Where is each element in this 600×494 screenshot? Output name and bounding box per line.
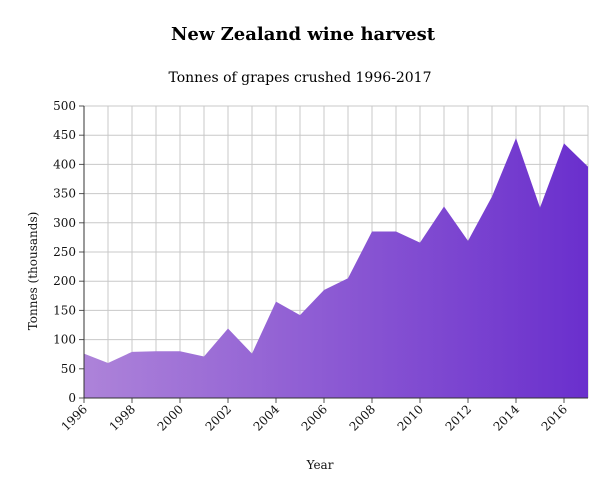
data-point — [370, 230, 374, 234]
x-tick-label: 2006 — [299, 402, 330, 433]
data-point — [418, 241, 422, 245]
data-point — [346, 276, 350, 280]
data-point — [250, 352, 254, 356]
area-series — [84, 138, 588, 398]
data-point — [178, 349, 182, 353]
x-tick-label: 2004 — [251, 402, 283, 434]
x-tick-label: 2012 — [443, 402, 474, 433]
y-axis-label: Tonnes (thousands) — [26, 212, 40, 331]
x-tick-label: 1998 — [107, 402, 138, 433]
chart-subtitle: Tonnes of grapes crushed 1996-2017 — [168, 70, 431, 86]
data-point — [202, 355, 206, 359]
x-tick-label: 2008 — [347, 402, 378, 433]
data-point — [394, 230, 398, 234]
data-point — [466, 239, 470, 243]
data-point — [538, 206, 542, 210]
y-tick-label: 300 — [53, 216, 76, 230]
x-tick-label: 2000 — [155, 402, 186, 433]
data-point — [106, 361, 110, 365]
y-tick-label: 200 — [53, 274, 76, 288]
data-point — [274, 300, 278, 304]
y-tick-label: 250 — [53, 245, 76, 259]
x-axis-label: Year — [306, 458, 334, 472]
x-tick-label: 2014 — [491, 402, 523, 434]
data-point — [226, 327, 230, 331]
x-tick-label: 1996 — [59, 402, 90, 433]
chart-title: New Zealand wine harvest — [171, 24, 436, 45]
data-point — [298, 313, 302, 317]
y-tick-label: 400 — [53, 157, 76, 171]
y-tick-label: 150 — [53, 303, 76, 317]
x-tick-label: 2002 — [203, 402, 234, 433]
data-point — [154, 349, 158, 353]
y-tick-label: 0 — [68, 391, 76, 405]
data-point — [562, 141, 566, 145]
y-tick-label: 350 — [53, 187, 76, 201]
y-tick-label: 50 — [61, 362, 76, 376]
data-point — [490, 195, 494, 199]
x-tick-label: 2016 — [539, 402, 570, 433]
data-point — [130, 350, 134, 354]
data-point — [514, 136, 518, 140]
y-tick-label: 100 — [53, 333, 76, 347]
y-tick-label: 450 — [53, 128, 76, 142]
data-point — [322, 288, 326, 292]
y-tick-label: 500 — [53, 99, 76, 113]
data-point — [442, 204, 446, 208]
x-tick-label: 2010 — [395, 402, 426, 433]
data-point — [586, 165, 590, 169]
